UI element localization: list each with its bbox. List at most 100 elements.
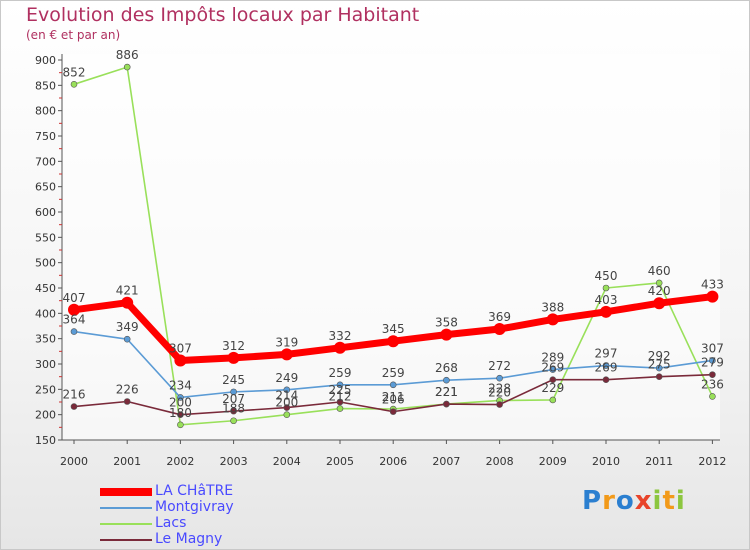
x-tick-label-2008: 2008 xyxy=(486,455,514,468)
data-label-lacs-2000: 852 xyxy=(63,65,86,79)
x-tick-label-2009: 2009 xyxy=(539,455,567,468)
point-le-magny-2005 xyxy=(336,398,344,406)
point-la-ch-tre-2000 xyxy=(68,303,80,316)
data-label-le-magny-2001: 226 xyxy=(116,382,139,396)
point-la-ch-tre-2007 xyxy=(440,328,453,341)
y-tick-label-550: 550 xyxy=(35,231,56,244)
y-tick-label-200: 200 xyxy=(35,409,56,422)
point-la-ch-tre-2008 xyxy=(493,323,506,336)
point-lacs-2009 xyxy=(549,396,557,404)
data-label-lacs-2002: 180 xyxy=(169,406,192,420)
point-montgivray-2002 xyxy=(177,394,184,401)
data-label-la-ch-tre-2010: 403 xyxy=(595,293,618,307)
legend: LA CHâTRE Montgivray Lacs Le Magny xyxy=(100,483,340,548)
point-le-magny-2004 xyxy=(283,404,291,411)
point-la-ch-tre-2010 xyxy=(600,305,612,318)
point-le-magny-2012 xyxy=(709,371,716,378)
y-tick-label-400: 400 xyxy=(35,307,56,320)
x-tick-label-2003: 2003 xyxy=(220,455,248,468)
x-tick-label-2004: 2004 xyxy=(273,455,301,468)
data-label-le-magny-2009: 269 xyxy=(541,361,564,375)
data-label-lacs-2009: 229 xyxy=(541,381,564,395)
data-label-le-magny-2007: 221 xyxy=(435,385,458,399)
y-tick-label-250: 250 xyxy=(35,383,56,396)
x-tick-label-2006: 2006 xyxy=(379,455,407,468)
data-label-montgivray-2004: 249 xyxy=(275,371,298,385)
x-tick-label-2011: 2011 xyxy=(645,455,673,468)
data-label-le-magny-2005: 225 xyxy=(329,383,352,397)
point-montgivray-2000 xyxy=(70,328,78,335)
point-la-ch-tre-2009 xyxy=(546,313,559,326)
y-tick-label-850: 850 xyxy=(35,79,56,92)
data-label-lacs-2003: 188 xyxy=(222,402,245,416)
legend-label-le-magny: Le Magny xyxy=(155,531,223,547)
data-label-montgivray-2008: 272 xyxy=(488,359,511,373)
proxiti-logo: Proxiti xyxy=(582,486,686,516)
point-montgivray-2005 xyxy=(336,381,344,389)
data-label-la-ch-tre-2006: 345 xyxy=(382,322,405,336)
x-tick-label-2012: 2012 xyxy=(698,455,726,468)
data-label-la-ch-tre-2012: 433 xyxy=(701,278,724,292)
data-label-lacs-2010: 450 xyxy=(595,269,618,283)
data-label-la-ch-tre-2002: 307 xyxy=(169,341,192,355)
point-montgivray-2008 xyxy=(496,374,503,382)
data-label-la-ch-tre-2008: 369 xyxy=(488,310,511,324)
point-montgivray-2007 xyxy=(443,376,450,384)
point-lacs-2004 xyxy=(283,411,291,418)
data-label-le-magny-2008: 220 xyxy=(488,386,511,400)
data-label-la-ch-tre-2004: 319 xyxy=(275,335,298,349)
point-lacs-2002 xyxy=(177,421,184,429)
data-label-lacs-2005: 212 xyxy=(329,390,352,404)
point-lacs-2000 xyxy=(70,81,78,88)
point-montgivray-2006 xyxy=(389,381,397,389)
point-le-magny-2000 xyxy=(70,403,78,410)
x-tick-label-2002: 2002 xyxy=(166,455,194,468)
point-lacs-2003 xyxy=(230,417,237,425)
data-label-montgivray-2006: 259 xyxy=(382,366,405,380)
data-label-montgivray-2007: 268 xyxy=(435,361,458,375)
y-tick-label-500: 500 xyxy=(35,257,56,270)
data-label-montgivray-2009: 289 xyxy=(541,351,564,365)
point-le-magny-2003 xyxy=(230,407,237,415)
data-label-lacs-2004: 200 xyxy=(275,396,298,410)
x-tick-label-2000: 2000 xyxy=(60,455,88,468)
legend-label-lacs: Lacs xyxy=(155,515,187,531)
legend-item-montgivray: Montgivray xyxy=(100,499,340,516)
data-label-montgivray-2002: 234 xyxy=(169,378,192,392)
y-tick-label-600: 600 xyxy=(35,206,56,219)
data-label-lacs-2001: 886 xyxy=(116,48,139,62)
data-label-le-magny-2003: 207 xyxy=(222,392,245,406)
point-le-magny-2007 xyxy=(443,400,450,408)
point-la-ch-tre-2005 xyxy=(334,341,346,354)
data-label-lacs-2012: 236 xyxy=(701,377,724,391)
point-le-magny-2006 xyxy=(389,408,397,415)
point-la-ch-tre-2011 xyxy=(653,297,666,310)
y-tick-label-300: 300 xyxy=(35,358,56,371)
y-tick-label-800: 800 xyxy=(35,105,56,118)
y-tick-label-350: 350 xyxy=(35,333,56,346)
chart-subtitle: (en € et par an) xyxy=(26,28,121,42)
y-tick-label-450: 450 xyxy=(35,282,56,295)
data-label-montgivray-2003: 245 xyxy=(222,373,245,387)
point-le-magny-2002 xyxy=(177,411,184,418)
data-label-lacs-2007: 221 xyxy=(435,385,458,399)
data-label-montgivray-2001: 349 xyxy=(116,320,139,334)
data-label-montgivray-2012: 307 xyxy=(701,341,724,355)
point-la-ch-tre-2006 xyxy=(387,335,400,348)
point-montgivray-2009 xyxy=(549,366,557,373)
point-lacs-2010 xyxy=(602,284,610,292)
point-montgivray-2004 xyxy=(283,386,291,394)
point-montgivray-2011 xyxy=(655,364,663,372)
point-la-ch-tre-2003 xyxy=(227,351,240,364)
legend-swatch-lacs xyxy=(100,523,152,525)
y-tick-label-650: 650 xyxy=(35,181,56,194)
y-tick-label-750: 750 xyxy=(35,130,56,143)
data-label-le-magny-2002: 200 xyxy=(169,396,192,410)
point-lacs-2011 xyxy=(655,279,663,287)
data-label-le-magny-2000: 216 xyxy=(63,388,86,402)
data-label-la-ch-tre-2003: 312 xyxy=(222,339,245,353)
y-tick-label-900: 900 xyxy=(35,54,56,67)
x-tick-label-2001: 2001 xyxy=(113,455,141,468)
point-lacs-2012 xyxy=(709,393,716,400)
